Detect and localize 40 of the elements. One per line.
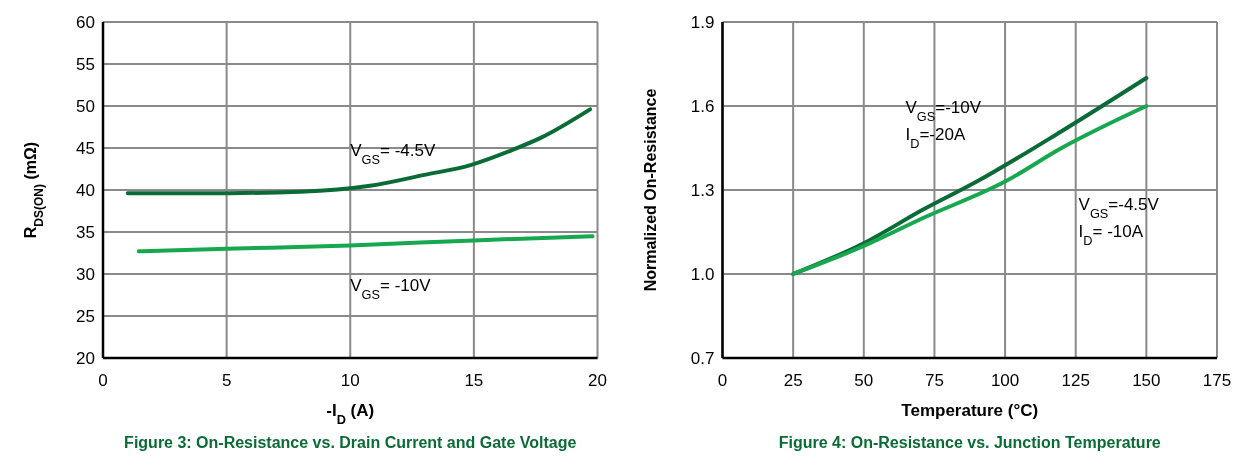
y-tick-label: 60	[76, 12, 95, 32]
y-tick-label: 55	[76, 54, 95, 74]
x-tick-label: 25	[783, 371, 803, 390]
x-tick-label: 175	[1202, 371, 1232, 390]
y-tick-label: 1.6	[690, 96, 715, 116]
x-tick-label: 100	[990, 371, 1020, 390]
y-tick-label: 45	[76, 138, 95, 158]
x-axis-title: -I$_{D}$ (A)	[326, 401, 375, 427]
y-tick-label: 1.9	[690, 12, 715, 32]
annotation: I$_{D}$= -10A	[1078, 222, 1144, 248]
text: Figure 4: On-Resistance vs. Junction Temperature	[778, 434, 1161, 451]
annotation: V$_{GS}$= -10V	[350, 275, 432, 302]
y-tick-label: 50	[76, 96, 95, 116]
x-tick-label: 20	[588, 371, 607, 390]
annotation: V$_{GS}$=-10V	[905, 97, 982, 124]
x-tick-label: 15	[464, 371, 484, 390]
x-tick-label: 50	[854, 371, 874, 390]
annotation: V$_{GS}$=-4.5V	[1078, 195, 1160, 221]
y-tick-label: 35	[76, 222, 95, 242]
line-series	[125, 107, 593, 196]
y-tick-label: 25	[76, 306, 95, 326]
y-tick-label: 0.7	[690, 348, 715, 368]
annotation: V$_{GS}$= -4.5V	[350, 141, 436, 167]
x-tick-label: 10	[340, 371, 360, 390]
x-tick-label: 75	[924, 371, 944, 390]
x-tick-label: 5	[221, 371, 232, 390]
x-tick-label: 0	[717, 371, 728, 390]
y-tick-label: 30	[76, 264, 95, 284]
text: Figure 3: On-Resistance vs. Drain Current and Gate Voltage	[124, 434, 577, 451]
line-series	[136, 234, 595, 254]
y-axis-title: Normalized On-Resistance	[641, 88, 659, 292]
y-tick-label: 40	[76, 180, 95, 200]
annotation: I$_{D}$=-20A	[905, 124, 966, 151]
y-tick-label: 20	[76, 348, 95, 368]
x-tick-label: 150	[1132, 371, 1161, 390]
x-tick-label: 0	[98, 371, 108, 390]
y-tick-label: 1.3	[690, 180, 715, 200]
x-tick-label: 125	[1061, 371, 1090, 390]
x-axis-title: Temperature (°C)	[901, 401, 1039, 420]
y-tick-label: 1.0	[690, 264, 715, 284]
